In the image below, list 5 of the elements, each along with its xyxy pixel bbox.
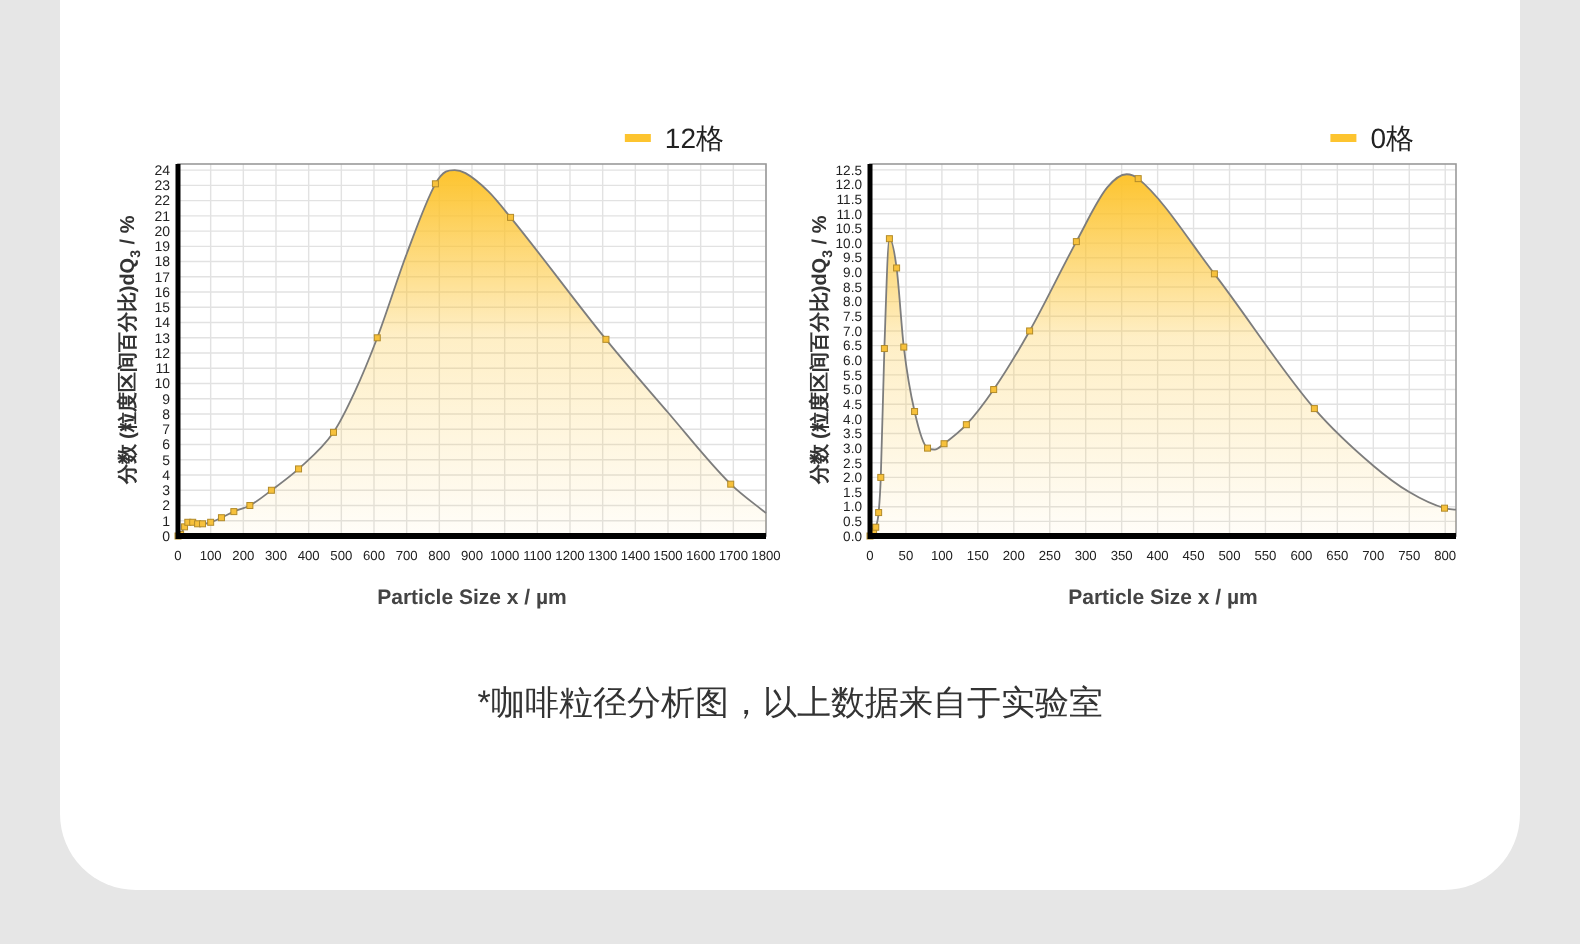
x-axis-title: Particle Size x / µm bbox=[1068, 586, 1258, 610]
text: *咖啡粒径分析图，以上数据来自于实验室 bbox=[477, 684, 1103, 722]
x-axis-title: Particle Size x / µm bbox=[377, 586, 567, 610]
legend-label: 12格 bbox=[664, 122, 724, 154]
legend-label: 0格 bbox=[1370, 122, 1414, 154]
